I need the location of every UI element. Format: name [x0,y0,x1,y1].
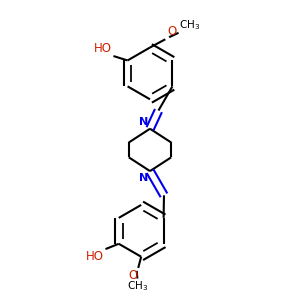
Text: O: O [128,269,138,282]
Text: HO: HO [94,42,112,55]
Text: CH$_3$: CH$_3$ [179,18,201,32]
Text: HO: HO [86,250,104,263]
Text: N: N [139,117,148,127]
Text: N: N [139,172,148,183]
Text: O: O [167,26,176,38]
Text: CH$_3$: CH$_3$ [127,280,148,293]
